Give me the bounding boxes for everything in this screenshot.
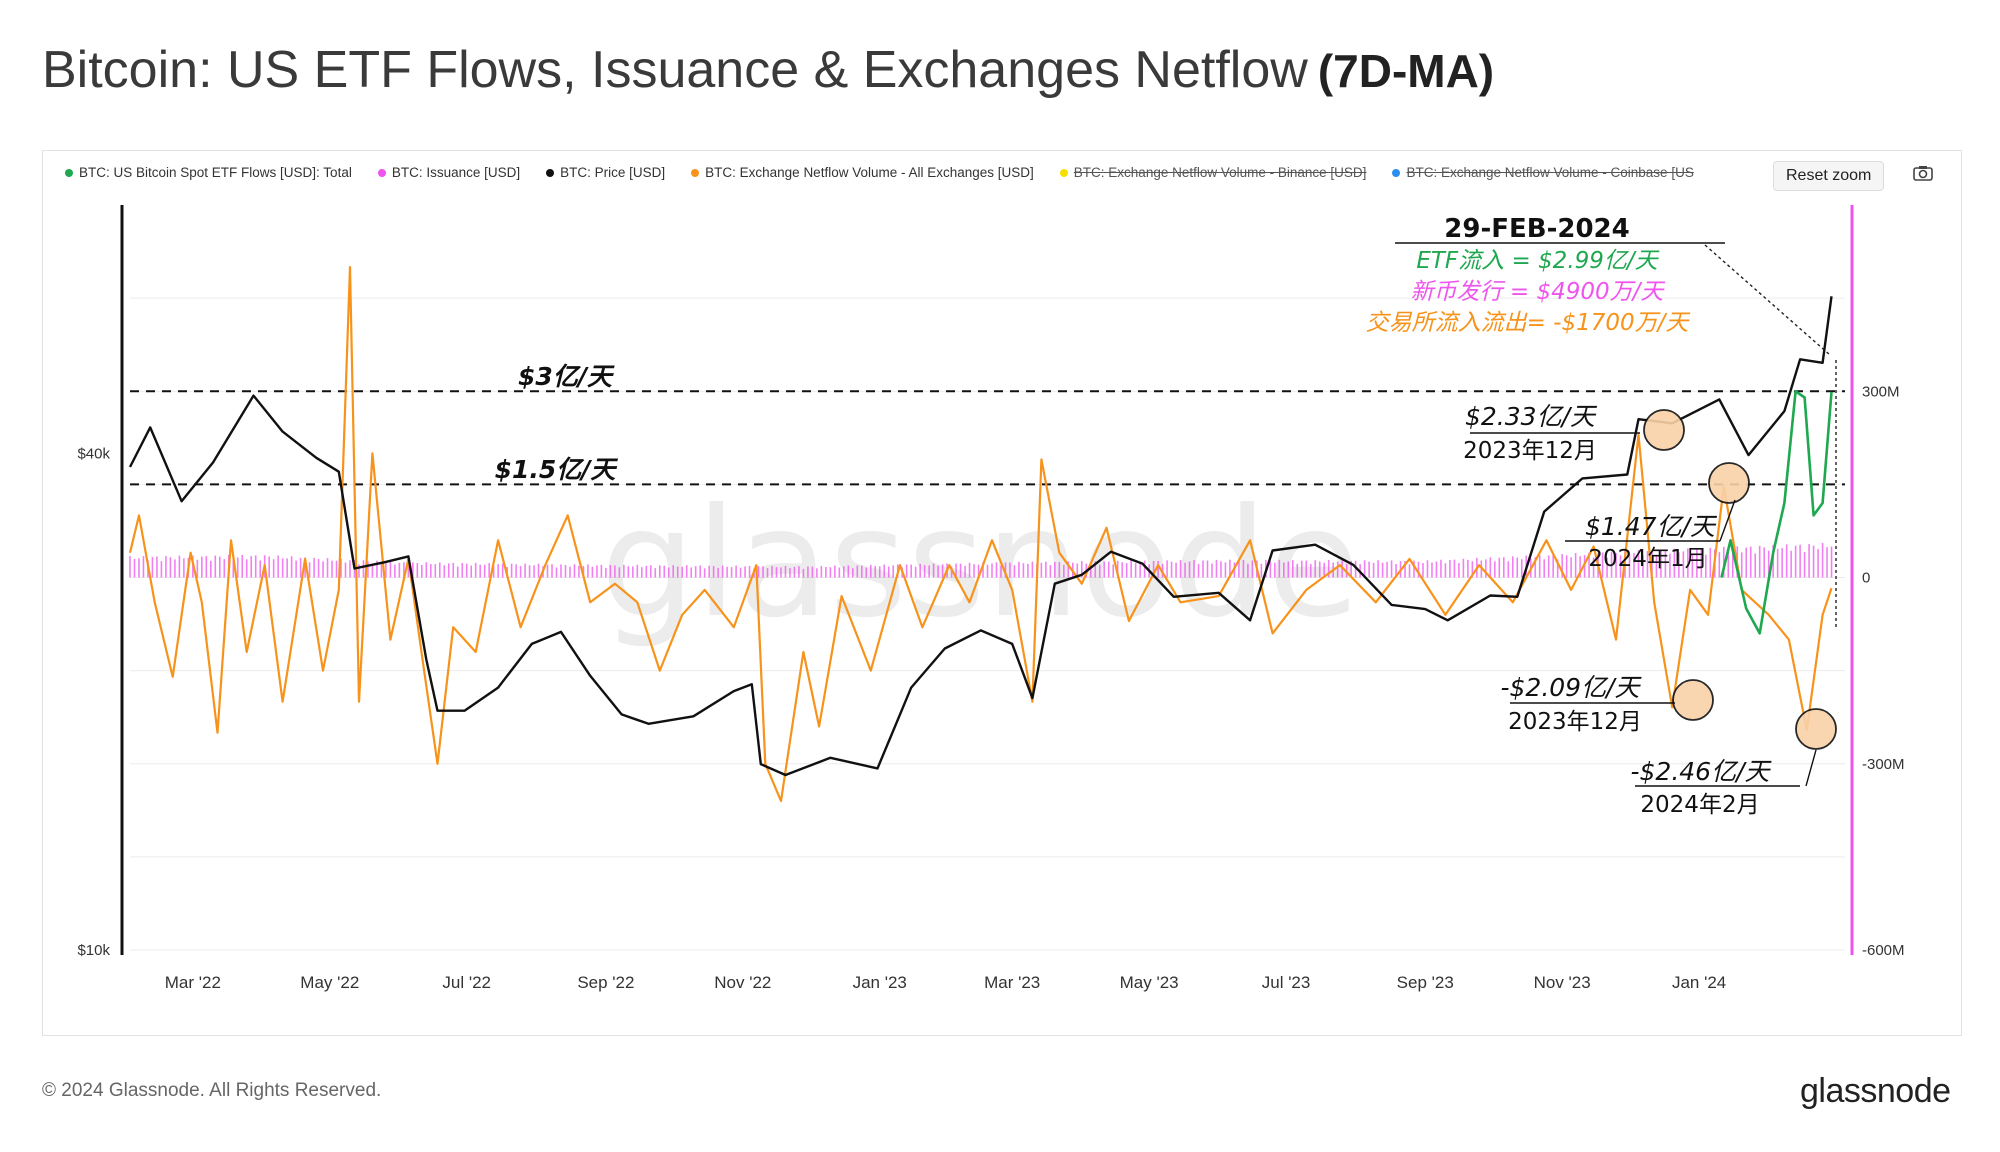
annotation-peak-dec-value: $2.33亿/天 [1465, 402, 1598, 431]
highlight-circle [1795, 708, 1837, 750]
price-line [128, 296, 1833, 777]
y-right-tick-label: 300M [1862, 383, 1900, 400]
axes: $10k $40k 300M 0 -300M -600M Mar '22 May '22 Jul… [77, 205, 1905, 992]
legend-item[interactable]: BTC: Exchange Netflow Volume - Coinbase … [1392, 165, 1694, 180]
reset-zoom-button[interactable]: Reset zoom [1773, 161, 1885, 191]
annotation-low-dec-date: 2023年12月 [1508, 709, 1642, 735]
y-right-tick-label: -600M [1862, 942, 1905, 959]
x-tick-label: Jul '22 [442, 973, 491, 992]
legend-swatch [377, 168, 386, 177]
legend-label: BTC: US Bitcoin Spot ETF Flows [USD]: To… [79, 165, 352, 180]
x-tick-label: May '23 [1120, 973, 1179, 992]
y-right-tick-label: 0 [1862, 570, 1870, 587]
exchange-netflow-line [128, 266, 1833, 803]
title-main: Bitcoin: US ETF Flows, Issuance & Exchan… [42, 41, 1308, 99]
annotation-low-dec-value: -$2.09亿/天 [1500, 673, 1642, 702]
x-tick-label: Sep '23 [1397, 973, 1454, 992]
annotation-low-feb-date: 2024年2月 [1640, 792, 1759, 818]
x-tick-label: Mar '23 [984, 973, 1040, 992]
camera-icon[interactable] [1913, 165, 1933, 181]
highlight-circle [1708, 462, 1750, 504]
x-tick-label: May '22 [300, 973, 359, 992]
legend-swatch [65, 168, 73, 177]
x-tick-label: Nov '22 [714, 973, 771, 992]
watermark: glassnode [600, 477, 1359, 651]
chart-legend: BTC: US Bitcoin Spot ETF Flows [USD]: To… [65, 165, 1694, 180]
x-tick-label: Nov '23 [1534, 973, 1591, 992]
footer-copyright: © 2024 Glassnode. All Rights Reserved. [42, 1080, 382, 1101]
annotation-15yi: $1.5亿/天 [495, 455, 619, 484]
x-tick-label: Jan '24 [1672, 973, 1726, 992]
series-lines [128, 266, 1833, 803]
x-tick-label: Mar '22 [165, 973, 221, 992]
legend-label: BTC: Price [USD] [560, 165, 666, 180]
y-left-tick-label: $10k [77, 942, 110, 959]
legend-swatch [1392, 168, 1401, 177]
y-right-tick-label: -300M [1862, 756, 1905, 773]
x-tick-label: Jul '23 [1262, 973, 1311, 992]
legend-item[interactable]: BTC: Exchange Netflow Volume - All Excha… [691, 165, 1034, 180]
legend-swatch [1059, 168, 1068, 177]
highlight-circle [1672, 679, 1714, 721]
legend-item[interactable]: BTC: Price [USD] [546, 165, 665, 180]
y-left-tick-label: $40k [77, 445, 110, 462]
footer-logo: glassnode [1800, 1072, 1951, 1110]
annotation-leader [1805, 749, 1817, 787]
annotation-3yi: $3亿/天 [518, 362, 615, 391]
legend-swatch [546, 168, 555, 177]
legend-item[interactable]: BTC: Exchange Netflow Volume - Binance [… [1059, 165, 1367, 180]
annotation-issuance: 新币发行 = $4900万/天 [1411, 279, 1666, 305]
annotation-etf: ETF流入 = $2.99亿/天 [1416, 248, 1659, 274]
annotation-peak-jan-date: 2024年1月 [1588, 546, 1707, 572]
legend-label: BTC: Exchange Netflow Volume - All Excha… [705, 165, 1034, 180]
etf-flow-line [1720, 390, 1833, 635]
annotation-peak-dec-date: 2023年12月 [1463, 438, 1597, 464]
legend-swatch [691, 168, 700, 177]
x-tick-label: Jan '23 [853, 973, 907, 992]
title-suffix: (7D-MA) [1317, 45, 1495, 97]
legend-item[interactable]: BTC: Issuance [USD] [377, 165, 521, 180]
legend-item[interactable]: BTC: US Bitcoin Spot ETF Flows [USD]: To… [65, 165, 352, 180]
annotation-low-feb-value: -$2.46亿/天 [1630, 757, 1772, 786]
annotation-leader [1719, 499, 1736, 542]
legend-label: BTC: Issuance [USD] [391, 165, 521, 180]
reference-lines [130, 390, 1845, 486]
legend-label: BTC: Exchange Netflow Volume - Binance [… [1073, 165, 1367, 180]
page-title: Bitcoin: US ETF Flows, Issuance & Exchan… [42, 40, 1494, 100]
annotation-date: 29-FEB-2024 [1444, 214, 1629, 244]
annotation-peak-jan-value: $1.47亿/天 [1585, 512, 1718, 541]
highlight-circle [1643, 409, 1685, 451]
legend-label: BTC: Exchange Netflow Volume - Coinbase … [1406, 165, 1694, 180]
annotation-leader [1704, 244, 1831, 356]
x-tick-label: Sep '22 [577, 973, 634, 992]
annotation-exchange: 交易所流入流出= -$1700万/天 [1366, 310, 1691, 336]
